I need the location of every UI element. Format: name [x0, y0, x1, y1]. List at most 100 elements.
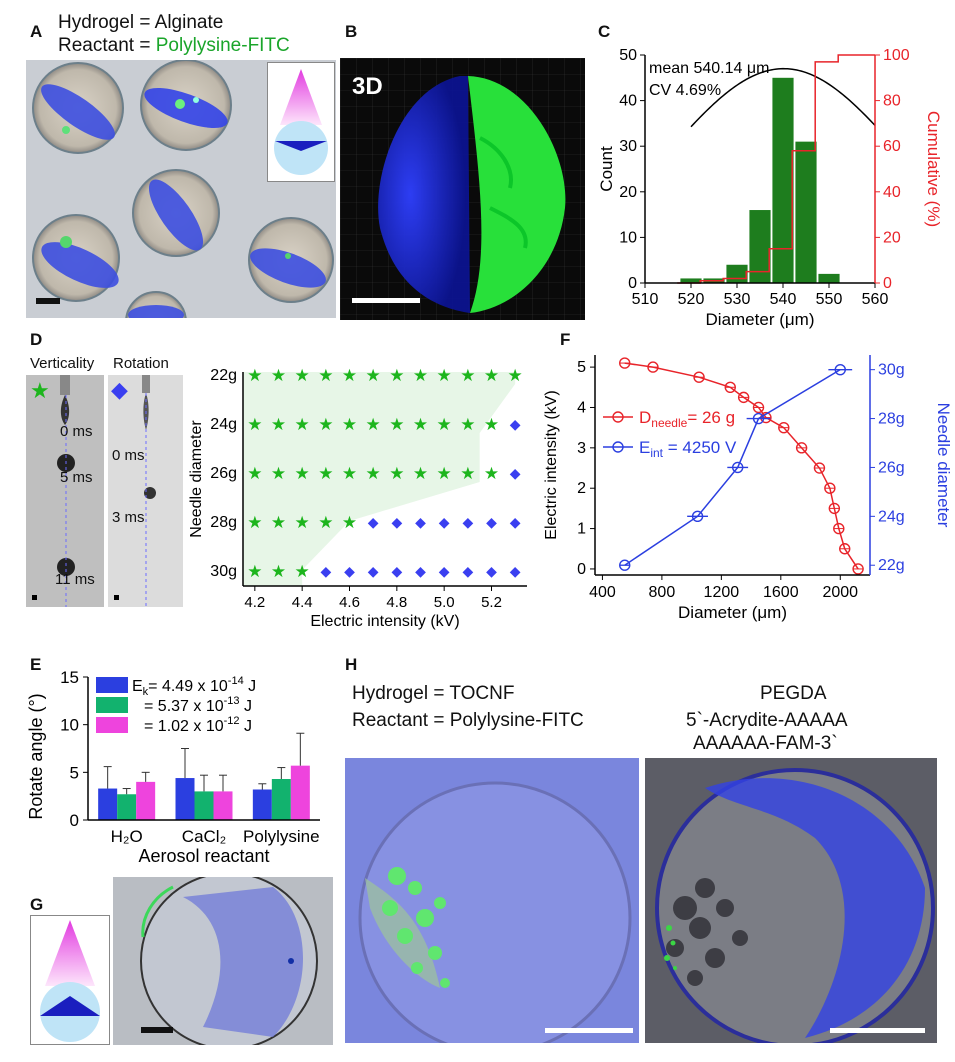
verticality-point: ★ — [295, 366, 310, 385]
verticality-point: ★ — [389, 415, 404, 434]
verticality-point: ★ — [318, 366, 333, 385]
y2-tick-label: 0 — [883, 275, 892, 292]
rotation-point: ◆ — [486, 563, 497, 579]
y-axis-label: Needle diameter — [188, 420, 205, 538]
y-tick-label: 0 — [70, 811, 79, 830]
x-tick-label: 400 — [589, 584, 616, 601]
hist-bar — [749, 210, 771, 283]
x-tick-label: 800 — [649, 584, 676, 601]
scale-bar — [141, 1027, 173, 1033]
y-tick-label: 10 — [619, 229, 637, 246]
rotation-point: ◆ — [391, 563, 402, 579]
x-tick-label: 560 — [862, 291, 889, 308]
verticality-star-icon: ★ — [30, 378, 50, 403]
droplet-2 — [140, 60, 232, 151]
y-tick-label: 22g — [210, 367, 237, 384]
panel-d-rotation-label: Rotation — [113, 355, 169, 372]
rotation-point: ◆ — [510, 465, 521, 481]
verticality-point: ★ — [318, 464, 333, 483]
panel-h-right-line2: 5`-Acrydite-AAAAA — [686, 710, 848, 731]
chart-d: ★ ★ ★ ★ ★ ★ ★ ★ ★ ★ ★ ★ 22g ★ ★ ★ ★ ★ ★ ★ ★ ★ ★ ★ ◆ 24g ★ ★ ★ ★ ★ ★ ★ ★ ★ ★… — [188, 366, 527, 630]
y-tick-label: 40 — [619, 93, 637, 110]
y-tick-label: 26g — [210, 465, 237, 482]
y-tick-label: 3 — [577, 440, 586, 457]
t-rot-0: 0 ms — [112, 447, 145, 464]
panel-h-tocnf-micrograph — [345, 758, 639, 1043]
svg-text:= 1.02 x 10-12 J: = 1.02 x 10-12 J — [144, 715, 252, 735]
x-tick-label: 520 — [678, 291, 705, 308]
panel-d-verticality-photo — [26, 375, 104, 607]
panel-label-g: G — [30, 895, 44, 914]
verticality-point: ★ — [247, 415, 262, 434]
svg-text:Eint = 4250 V: Eint = 4250 V — [639, 438, 737, 460]
verticality-point: ★ — [271, 464, 286, 483]
x-tick-label: Polylysine — [243, 827, 320, 846]
y-tick-label: 24g — [210, 416, 237, 433]
y-tick-label: 10 — [60, 716, 79, 735]
x-tick-label: H₂O — [111, 827, 143, 846]
panel-a-reactant-prefix: Reactant = — [58, 35, 156, 56]
y2-tick-label: 80 — [883, 93, 901, 110]
chart-f: 400 800 1200 1600 2000 0 1 2 3 4 5 22g 24g 26g 28g 30g D… — [543, 355, 953, 622]
y2-tick-label: 60 — [883, 138, 901, 155]
rotation-point: ◆ — [320, 563, 331, 579]
panel-a-schematic-inset — [267, 62, 335, 182]
bar — [213, 791, 233, 820]
verticality-point: ★ — [389, 464, 404, 483]
rotation-diamond-icon: ◆ — [111, 377, 128, 402]
hist-bar — [795, 141, 817, 283]
panel-d-rotation-photo — [108, 375, 183, 607]
x-tick-label: 510 — [632, 291, 659, 308]
verticality-point: ★ — [318, 415, 333, 434]
y-tick-label: 5 — [70, 763, 79, 782]
bar — [98, 788, 118, 820]
x-tick-label: 4.6 — [339, 594, 360, 611]
y-tick-label: 20 — [619, 184, 637, 201]
verticality-point: ★ — [366, 366, 381, 385]
panel-a-micrograph — [26, 60, 336, 318]
verticality-point: ★ — [247, 513, 262, 532]
panel-label-b: B — [345, 22, 358, 41]
verticality-point: ★ — [342, 366, 357, 385]
panel-label-c: C — [598, 22, 611, 41]
y2-tick-label: 22g — [878, 557, 905, 574]
x-tick-label: 4.8 — [386, 594, 407, 611]
gaussian-fit — [690, 67, 876, 128]
x-tick-label: 540 — [770, 291, 797, 308]
x-tick-label: 4.4 — [292, 594, 313, 611]
verticality-point: ★ — [460, 366, 475, 385]
y2-tick-label: 100 — [883, 47, 910, 64]
x-tick-label: CaCl₂ — [182, 827, 226, 846]
series-e-int-point — [619, 559, 631, 571]
verticality-point: ★ — [342, 464, 357, 483]
rotation-point: ◆ — [486, 514, 497, 530]
annotation-cv: CV 4.69% — [649, 82, 721, 99]
panel-a-reactant-highlight: Polylysine-FITC — [155, 35, 290, 56]
verticality-point: ★ — [295, 513, 310, 532]
panel-g-micrograph — [113, 877, 333, 1045]
x-axis-label: Diameter (μm) — [706, 310, 815, 329]
droplet-4 — [32, 214, 120, 302]
y2-axis-label: Needle diameter — [934, 403, 953, 528]
x-tick-label: 530 — [724, 291, 751, 308]
rotation-point: ◆ — [510, 416, 521, 432]
rotation-point: ◆ — [368, 563, 379, 579]
panel-h-right-line3: AAAAAA-FAM-3` — [693, 733, 838, 754]
rotation-point: ◆ — [510, 514, 521, 530]
x-axis-label: Electric intensity (kV) — [310, 613, 459, 630]
y-tick-label: 0 — [628, 275, 637, 292]
verticality-point: ★ — [342, 415, 357, 434]
legend-entry: = 1.02 x 10-12 J — [96, 715, 252, 735]
y-tick-label: 28g — [210, 514, 237, 531]
y-tick-label: 5 — [577, 359, 586, 376]
y-tick-label: 30 — [619, 138, 637, 155]
y2-tick-label: 24g — [878, 508, 905, 525]
x-tick-label: 5.2 — [481, 594, 502, 611]
verticality-point: ★ — [295, 415, 310, 434]
x-tick-label: 4.2 — [244, 594, 265, 611]
hist-bar — [680, 278, 702, 283]
rotation-point: ◆ — [415, 563, 426, 579]
chart-c: 510 520 530 540 550 5600102030405002040608010… — [597, 47, 943, 329]
scale-bar — [830, 1028, 925, 1033]
rotation-point: ◆ — [439, 514, 450, 530]
